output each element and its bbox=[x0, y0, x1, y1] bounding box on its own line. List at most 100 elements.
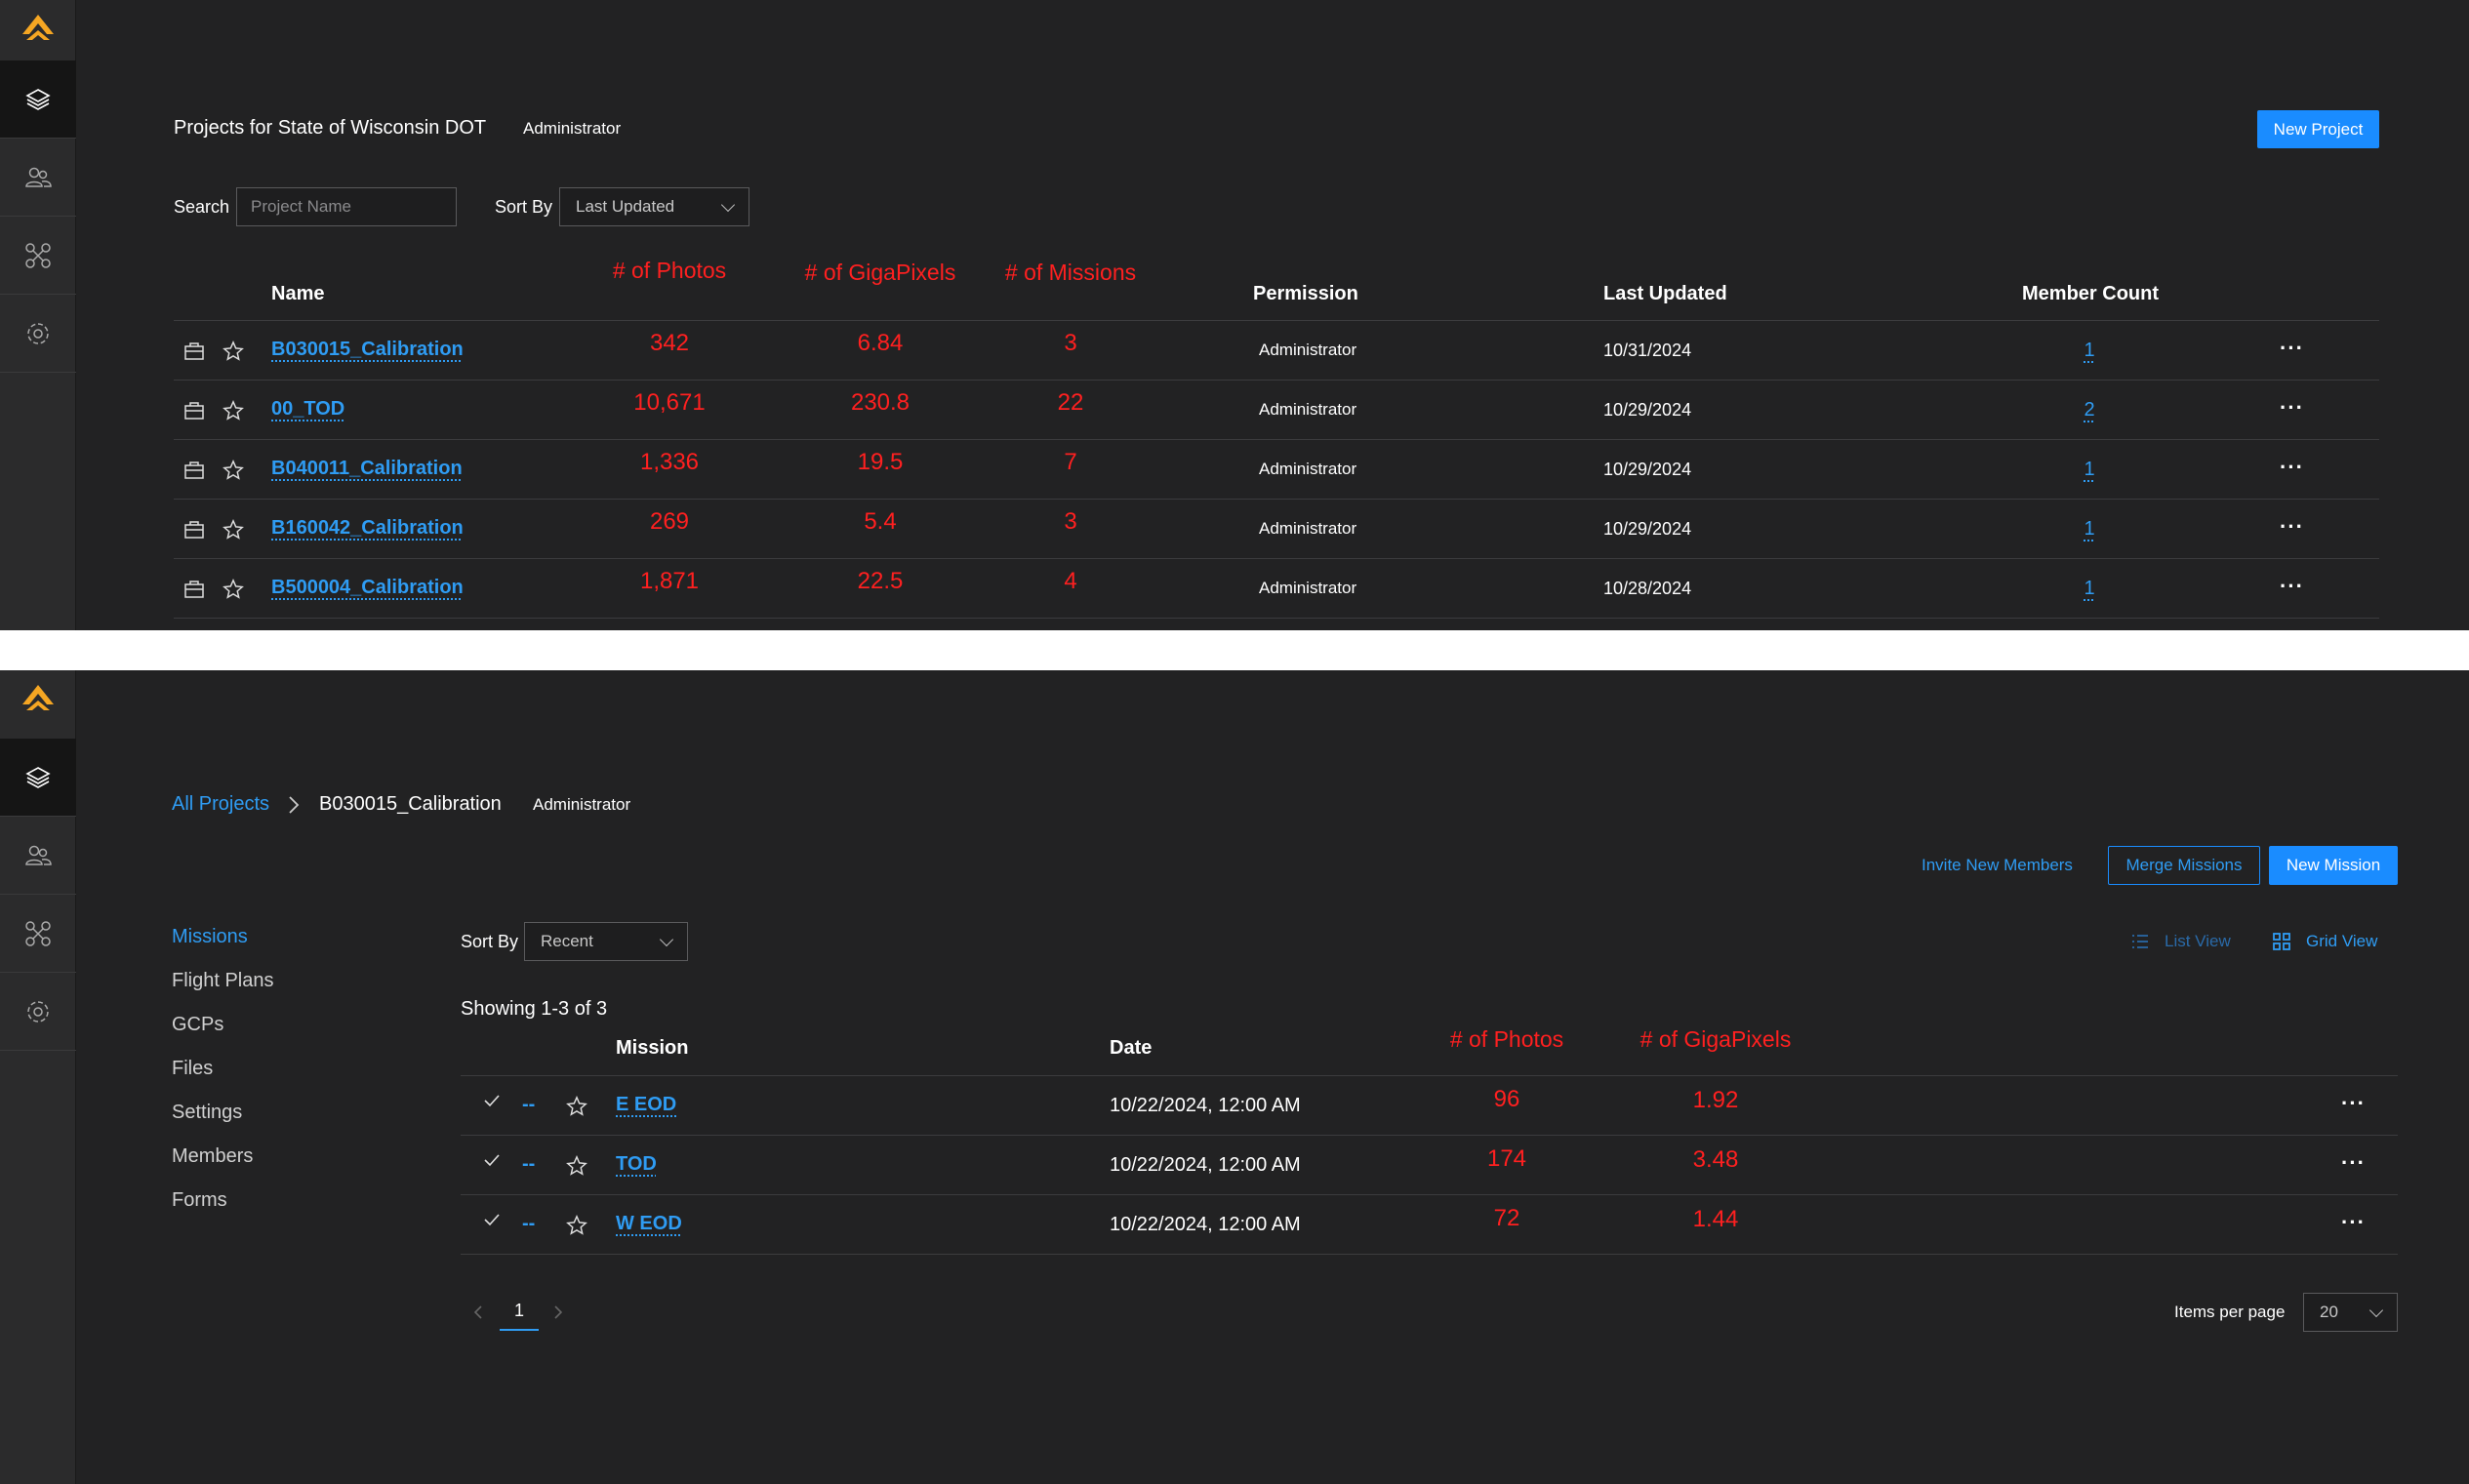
briefcase-icon[interactable] bbox=[183, 461, 205, 480]
projects-panel: Projects for State of Wisconsin DOT Admi… bbox=[0, 0, 2469, 630]
more-actions-icon[interactable]: ··· bbox=[2280, 335, 2304, 360]
sidebar-item-settings[interactable] bbox=[0, 973, 76, 1051]
sidebar-item-projects[interactable] bbox=[0, 739, 76, 817]
col-permission[interactable]: Permission bbox=[1253, 283, 1358, 304]
star-icon[interactable] bbox=[223, 459, 244, 481]
check-icon[interactable] bbox=[482, 1212, 502, 1227]
project-name-link[interactable]: 00_TOD bbox=[271, 397, 345, 420]
nav-item-flight-plans[interactable]: Flight Plans bbox=[172, 970, 274, 991]
nav-item-gcps[interactable]: GCPs bbox=[172, 1014, 224, 1035]
more-actions-icon[interactable]: ··· bbox=[2280, 454, 2304, 479]
grid-view-button[interactable]: Grid View bbox=[2306, 932, 2378, 950]
sidebar bbox=[0, 0, 76, 630]
star-icon[interactable] bbox=[566, 1214, 587, 1236]
photos-count: 10,671 bbox=[633, 388, 706, 416]
project-detail-panel: All Projects B030015_Calibration Adminis… bbox=[0, 670, 2469, 1484]
sort-select[interactable]: Recent bbox=[524, 922, 688, 961]
drone-icon bbox=[25, 920, 51, 946]
star-icon[interactable] bbox=[223, 340, 244, 362]
chevron-down-icon bbox=[2368, 1303, 2384, 1318]
briefcase-icon[interactable] bbox=[183, 401, 205, 421]
check-icon[interactable] bbox=[482, 1093, 502, 1108]
chevron-right-icon bbox=[289, 796, 300, 814]
search-label: Search bbox=[174, 197, 230, 217]
project-name-link[interactable]: B500004_Calibration bbox=[271, 576, 464, 598]
nav-item-forms[interactable]: Forms bbox=[172, 1189, 227, 1211]
col-name[interactable]: Name bbox=[271, 283, 325, 304]
row-divider bbox=[174, 618, 2379, 619]
last-updated-value: 10/28/2024 bbox=[1603, 578, 1692, 598]
last-updated-value: 10/29/2024 bbox=[1603, 399, 1692, 420]
layers-icon bbox=[25, 766, 51, 788]
app-logo[interactable] bbox=[0, 0, 76, 60]
new-project-button[interactable]: New Project bbox=[2257, 110, 2379, 148]
mission-name-link[interactable]: E EOD bbox=[616, 1093, 677, 1115]
check-icon[interactable] bbox=[482, 1152, 502, 1168]
users-icon bbox=[25, 845, 52, 865]
sidebar-item-users[interactable] bbox=[0, 817, 76, 895]
app-logo[interactable] bbox=[0, 670, 76, 731]
member-count-link[interactable]: 1 bbox=[2084, 458, 2095, 480]
sidebar-item-settings[interactable] bbox=[0, 295, 76, 373]
project-name-link[interactable]: B030015_Calibration bbox=[271, 338, 464, 360]
star-icon[interactable] bbox=[223, 518, 244, 541]
merge-missions-button[interactable]: Merge Missions bbox=[2108, 846, 2260, 885]
search-input[interactable]: Project Name bbox=[236, 187, 457, 226]
col-mission[interactable]: Mission bbox=[616, 1037, 689, 1059]
list-view-button[interactable]: List View bbox=[2165, 932, 2231, 950]
more-actions-icon[interactable]: ··· bbox=[2341, 1209, 2366, 1234]
photos-count: 72 bbox=[1493, 1204, 1520, 1231]
more-actions-icon[interactable]: ··· bbox=[2280, 394, 2304, 420]
drone-icon bbox=[25, 242, 51, 268]
star-icon[interactable] bbox=[223, 399, 244, 421]
new-mission-button[interactable]: New Mission bbox=[2269, 846, 2398, 885]
star-icon[interactable] bbox=[566, 1095, 587, 1117]
role-label: Administrator bbox=[533, 795, 631, 814]
sidebar-item-drones[interactable] bbox=[0, 895, 76, 973]
settings-icon bbox=[27, 1000, 49, 1023]
project-name-link[interactable]: B040011_Calibration bbox=[271, 457, 463, 479]
nav-item-files[interactable]: Files bbox=[172, 1058, 214, 1079]
mission-status: -- bbox=[522, 1152, 536, 1175]
gigapixels-count: 6.84 bbox=[857, 329, 904, 356]
nav-item-members[interactable]: Members bbox=[172, 1145, 254, 1167]
invite-members-link[interactable]: Invite New Members bbox=[1922, 856, 2073, 874]
col-photos: # of Photos bbox=[1449, 1026, 1564, 1052]
sidebar-item-projects[interactable] bbox=[0, 60, 76, 139]
member-count-link[interactable]: 1 bbox=[2084, 577, 2095, 599]
showing-count: Showing 1-3 of 3 bbox=[461, 998, 608, 1020]
items-per-page-select[interactable]: 20 bbox=[2303, 1293, 2398, 1332]
sidebar-item-drones[interactable] bbox=[0, 217, 76, 295]
more-actions-icon[interactable]: ··· bbox=[2280, 513, 2304, 539]
next-page-icon[interactable] bbox=[552, 1304, 564, 1320]
sidebar-item-users[interactable] bbox=[0, 139, 76, 217]
member-count-link[interactable]: 1 bbox=[2084, 339, 2095, 361]
settings-icon bbox=[27, 322, 49, 344]
nav-item-missions[interactable]: Missions bbox=[172, 926, 248, 947]
sort-select[interactable]: Last Updated bbox=[559, 187, 749, 226]
star-icon[interactable] bbox=[566, 1154, 587, 1177]
member-count-link[interactable]: 2 bbox=[2084, 398, 2095, 421]
briefcase-icon[interactable] bbox=[183, 341, 205, 361]
col-last-updated[interactable]: Last Updated bbox=[1603, 283, 1727, 304]
header-divider bbox=[174, 320, 2379, 321]
briefcase-icon[interactable] bbox=[183, 520, 205, 540]
prev-page-icon[interactable] bbox=[472, 1304, 484, 1320]
row-divider bbox=[174, 499, 2379, 500]
mission-name-link[interactable]: W EOD bbox=[616, 1212, 682, 1234]
more-actions-icon[interactable]: ··· bbox=[2280, 573, 2304, 598]
permission-value: Administrator bbox=[1259, 399, 1357, 419]
project-name-link[interactable]: B160042_Calibration bbox=[271, 516, 464, 539]
layers-icon bbox=[25, 88, 51, 110]
nav-item-settings[interactable]: Settings bbox=[172, 1102, 243, 1123]
more-actions-icon[interactable]: ··· bbox=[2341, 1090, 2366, 1115]
mission-name-link[interactable]: TOD bbox=[616, 1152, 657, 1175]
member-count-link[interactable]: 1 bbox=[2084, 517, 2095, 540]
star-icon[interactable] bbox=[223, 578, 244, 600]
page-number[interactable]: 1 bbox=[500, 1301, 539, 1331]
col-date[interactable]: Date bbox=[1110, 1037, 1153, 1059]
breadcrumb-all-projects[interactable]: All Projects bbox=[172, 793, 270, 815]
briefcase-icon[interactable] bbox=[183, 580, 205, 599]
col-member-count[interactable]: Member Count bbox=[2022, 283, 2159, 304]
more-actions-icon[interactable]: ··· bbox=[2341, 1149, 2366, 1175]
